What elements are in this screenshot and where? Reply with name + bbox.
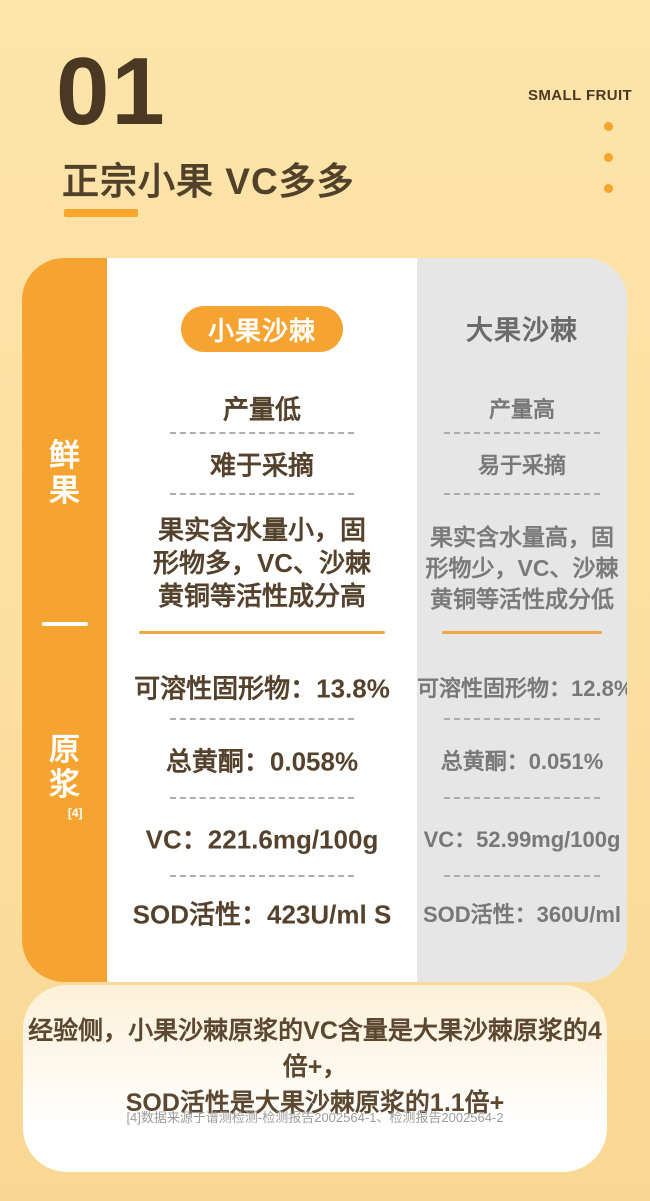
dashed-divider [444, 493, 600, 495]
dashed-divider [170, 718, 354, 720]
large-sod: SOD活性：360U/ml [422, 902, 622, 927]
summary-text: 经验侧，小果沙棘原浆的VC含量是大果沙棘原浆的4倍+， SOD活性是大果沙棘原浆… [28, 1017, 602, 1117]
category-puree-label: 原 浆 [49, 732, 80, 802]
accent-dot-icon [604, 122, 613, 131]
large-vc: VC：52.99mg/100g [423, 827, 621, 852]
dashed-divider [170, 797, 354, 799]
dashed-divider [170, 875, 354, 877]
small-description: 果实含水量小，固 形物多，VC、沙棘 黄铜等活性成分高 [152, 515, 372, 611]
large-harvest: 易于采摘 [477, 453, 566, 478]
dashed-divider [170, 493, 354, 495]
section-number: 01 [56, 38, 167, 145]
large-soluble-solids: 可溶性固形物：12.8% [417, 676, 627, 701]
orange-divider [442, 631, 602, 634]
large-flavonoids: 总黄酮：0.051% [440, 749, 604, 774]
dashed-divider [444, 718, 600, 720]
data-source-footnote: [4]数据来源于谱测检测-检测报告2002564-1、检测报告2002564-2 [126, 1110, 504, 1125]
large-fruit-title: 大果沙棘 [466, 315, 578, 346]
small-sod: SOD活性：423U/ml S [132, 899, 392, 930]
small-fruit-column: 小果沙棘 产量低 难于采摘 果实含水量小，固 形物多，VC、沙棘 黄铜等活性成分… [107, 258, 417, 982]
summary-card: 经验侧，小果沙棘原浆的VC含量是大果沙棘原浆的4倍+， SOD活性是大果沙棘原浆… [23, 985, 607, 1172]
accent-dot-icon [604, 153, 613, 162]
small-flavonoids: 总黄酮：0.058% [165, 746, 359, 777]
category-separator [41, 622, 88, 626]
small-soluble-solids: 可溶性固形物：13.8% [134, 673, 390, 704]
orange-divider [139, 631, 385, 634]
small-fruit-badge: 小果沙棘 [181, 306, 343, 352]
eyebrow-label: SMALL FRUIT [528, 87, 633, 104]
title-underline [64, 209, 138, 217]
accent-dots [604, 122, 614, 215]
dashed-divider [444, 432, 600, 434]
accent-dot-icon [604, 184, 613, 193]
large-fruit-column: 大果沙棘 产量高 易于采摘 果实含水量高，固 形物少，VC、沙棘 黄铜等活性成分… [417, 258, 627, 982]
small-harvest: 难于采摘 [209, 450, 314, 481]
puree-footnote-ref: [4] [67, 806, 83, 820]
small-yield: 产量低 [222, 394, 301, 425]
page-title: 正宗小果 VC多多 [62, 161, 355, 202]
dashed-divider [444, 875, 600, 877]
dashed-divider [444, 797, 600, 799]
small-vc: VC：221.6mg/100g [145, 824, 379, 855]
category-strip: 鲜 果 原 浆 [4] [22, 258, 107, 982]
large-yield: 产量高 [488, 397, 555, 422]
large-description: 果实含水量高，固 形物少，VC、沙棘 黄铜等活性成分低 [425, 524, 619, 612]
category-fresh-fruit-label: 鲜 果 [49, 438, 80, 508]
dashed-divider [170, 432, 354, 434]
comparison-card: 鲜 果 原 浆 [4] 小果沙棘 产量低 难于采摘 果实含水量小，固 形物多，V… [22, 258, 627, 982]
